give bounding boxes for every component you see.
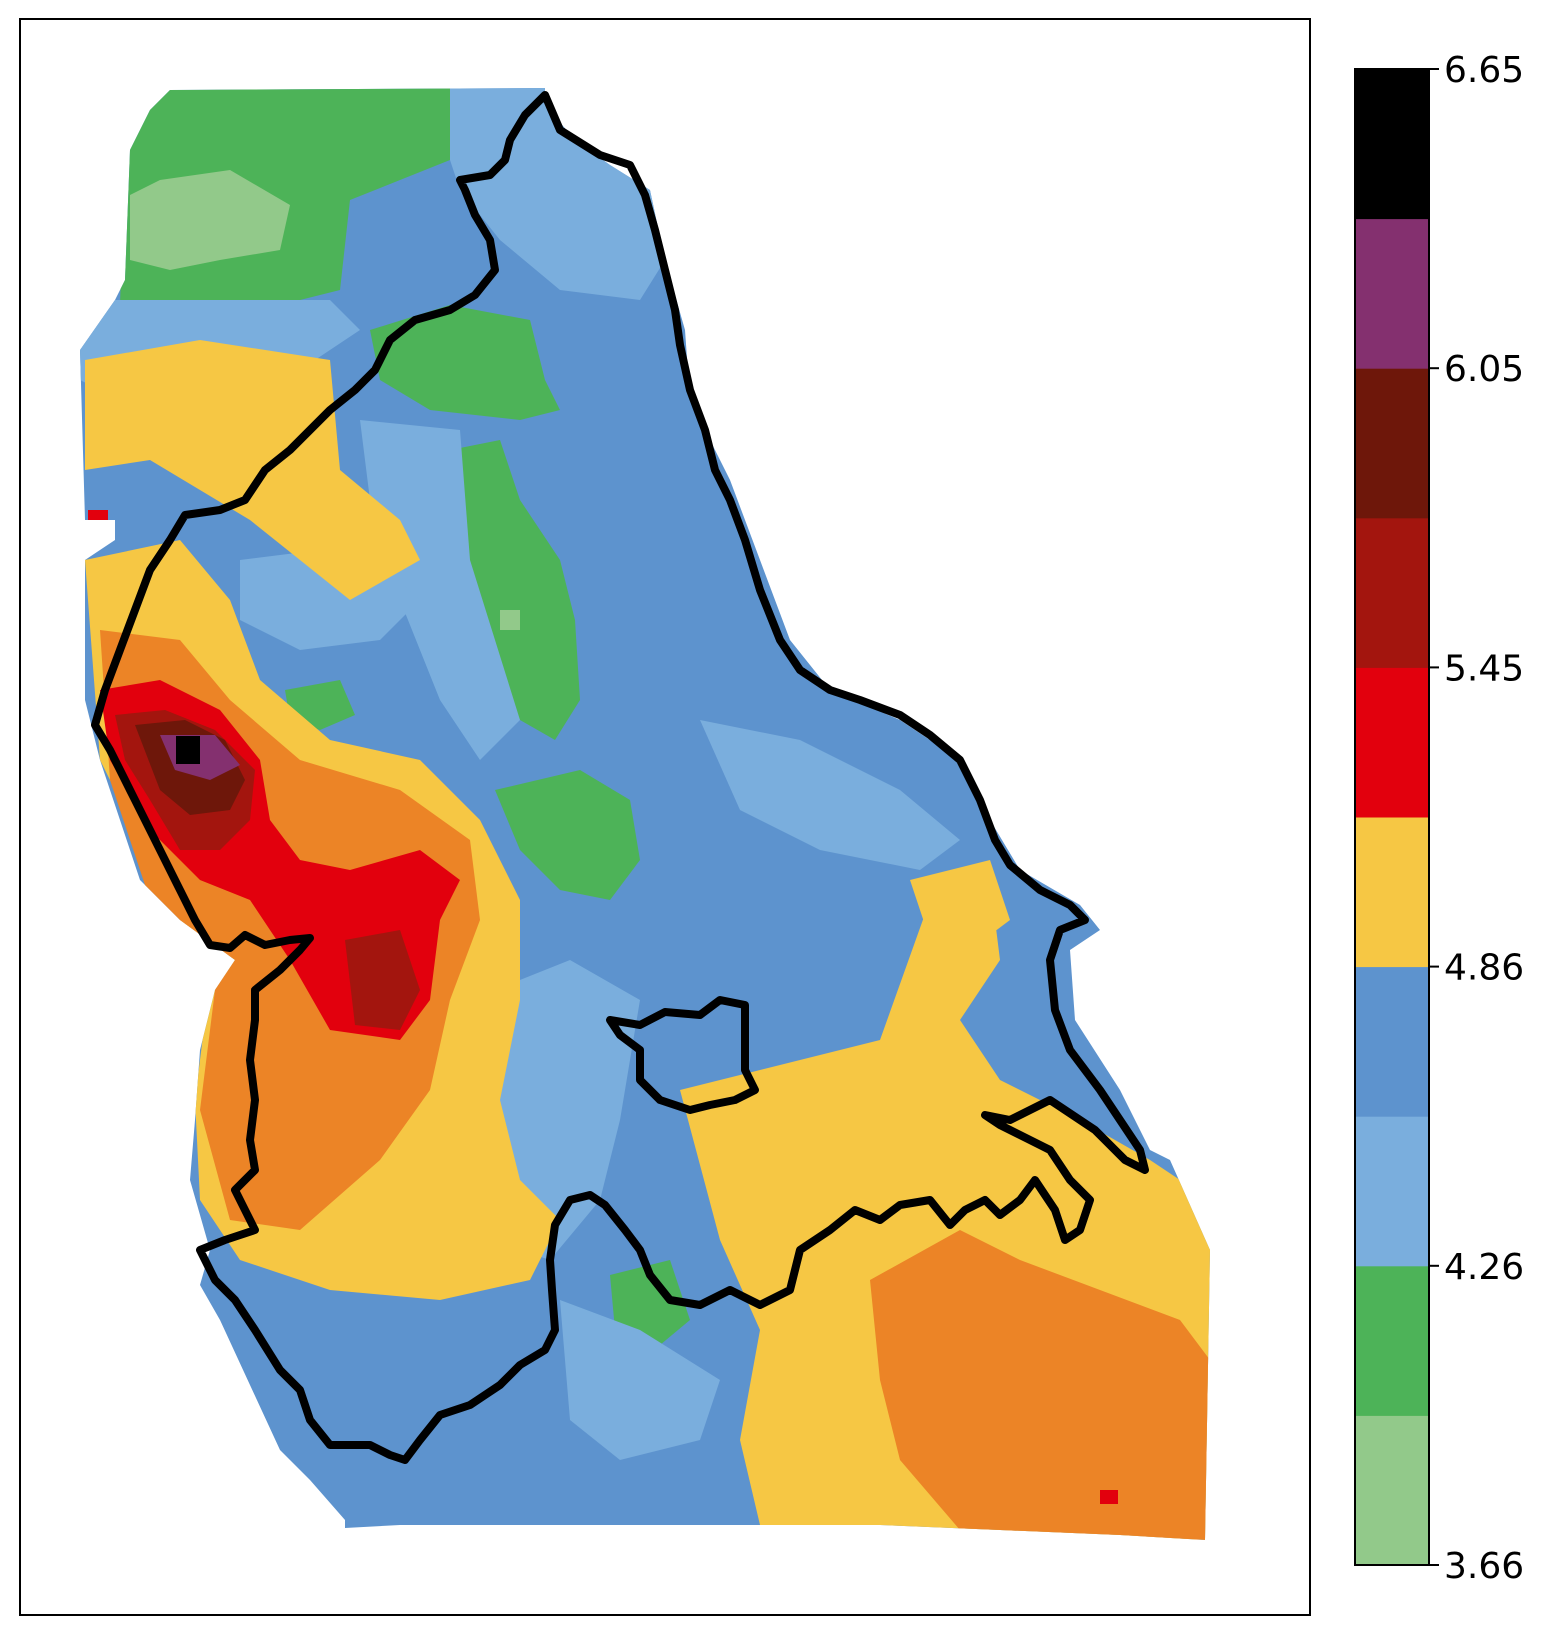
colorbar-bin [1355, 667, 1429, 818]
light-green-region-nw [130, 170, 290, 270]
colorbar-frame [1354, 68, 1430, 1566]
inner-boundary [606, 996, 759, 1114]
colorbar-bin [1355, 368, 1429, 519]
rainfall-raster [80, 88, 1210, 1540]
light-blue-north [450, 88, 665, 300]
green-spine-2 [495, 770, 640, 900]
light-blue-south-2 [560, 1300, 720, 1460]
black-core [176, 736, 200, 764]
light-green-speck [500, 610, 520, 630]
region-boundary [91, 91, 1149, 1464]
colorbar-bin [1355, 1116, 1429, 1267]
colorbar-bin [1355, 1265, 1429, 1416]
orange-region-southeast [870, 1230, 1210, 1540]
colorbar-tick-label: 4.26 [1444, 1247, 1524, 1288]
colorbar-bin [1355, 69, 1429, 220]
red-speck-se [1100, 1490, 1118, 1504]
colorbar-bin [1355, 1415, 1429, 1566]
colorbar-tick-label: 5.45 [1444, 648, 1524, 689]
light-blue-central [360, 420, 520, 760]
colorbar-bin [1355, 966, 1429, 1117]
colorbar-tick-label: 3.66 [1444, 1546, 1524, 1587]
colorbar-tick-label: 4.86 [1444, 948, 1524, 989]
dark-red-region-mid [345, 930, 420, 1030]
colorbar-bin [1355, 817, 1429, 968]
colorbar: 6.65 6.05 5.45 4.86 4.26 3.66 [1354, 50, 1524, 1587]
yellow-region-nw [85, 340, 420, 600]
colorbar-tick-label: 6.65 [1444, 50, 1524, 91]
green-patch-south [610, 1260, 690, 1345]
colorbar-bin [1355, 517, 1429, 668]
colorbar-bin [1355, 218, 1429, 369]
green-region-north [370, 305, 560, 420]
yellow-patch-ne [910, 860, 1010, 950]
colorbar-tick-label: 6.05 [1444, 349, 1524, 390]
green-spine-1 [450, 440, 580, 740]
light-blue-east [700, 720, 960, 870]
